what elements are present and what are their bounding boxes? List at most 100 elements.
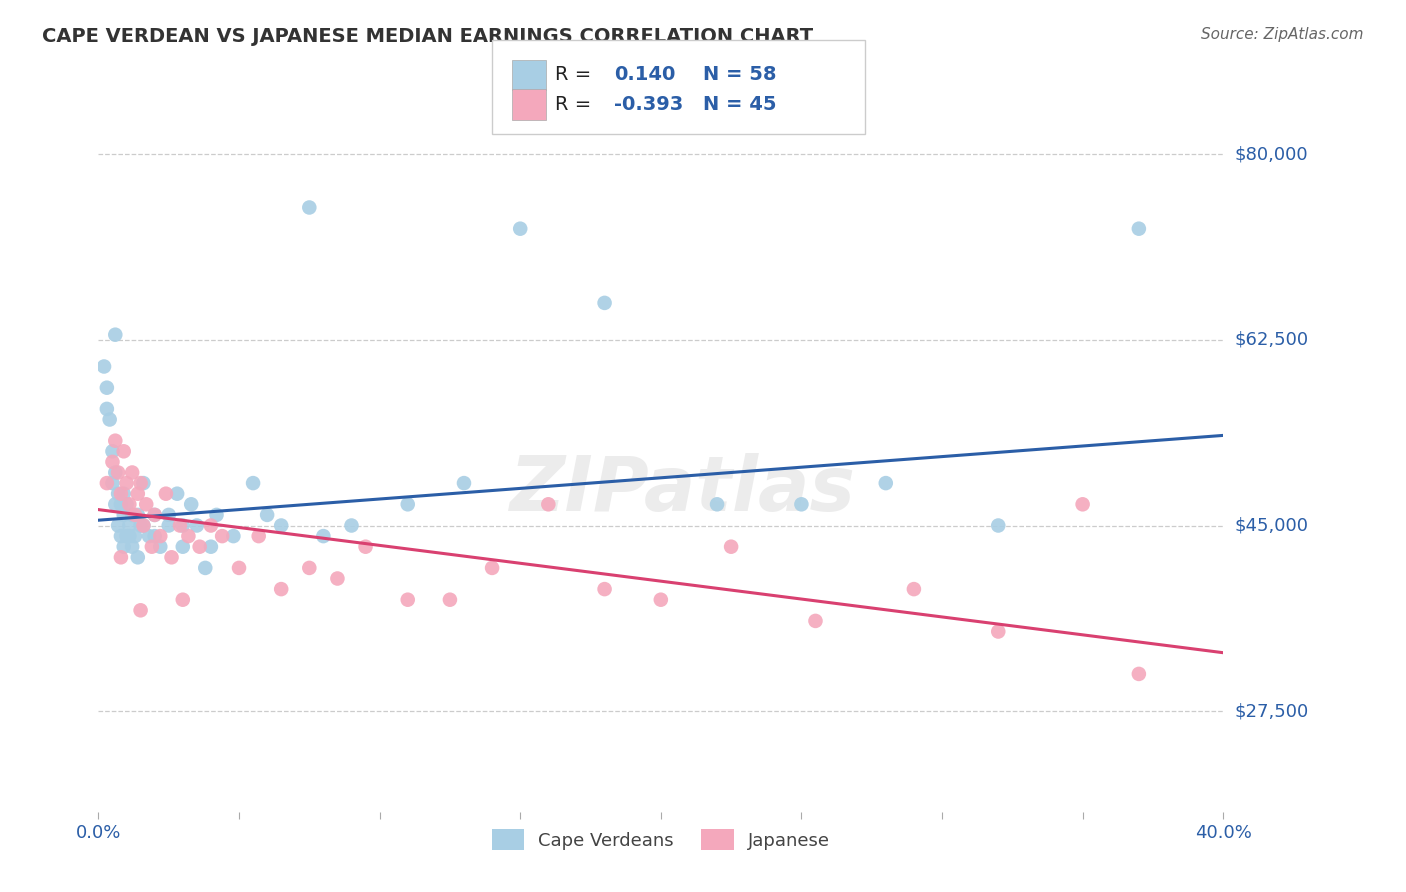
Point [180, 497, 202, 511]
Point [118, 529, 141, 543]
Point [149, 540, 172, 554]
Point [166, 486, 188, 500]
Point [247, 529, 270, 543]
Point [93, 359, 115, 374]
Point [101, 455, 124, 469]
Text: N = 45: N = 45 [703, 95, 776, 114]
Point [169, 518, 191, 533]
Point [96, 381, 118, 395]
Text: -0.393: -0.393 [614, 95, 683, 114]
Point [172, 592, 194, 607]
Point [481, 561, 503, 575]
Point [115, 529, 138, 543]
Point [112, 444, 135, 458]
Point [186, 518, 208, 533]
Point [157, 508, 180, 522]
Point [115, 476, 138, 491]
Point [790, 497, 813, 511]
Text: Source: ZipAtlas.com: Source: ZipAtlas.com [1201, 27, 1364, 42]
Point [98, 412, 121, 426]
Point [143, 529, 166, 543]
Point [177, 529, 200, 543]
Point [160, 550, 183, 565]
Point [104, 327, 127, 342]
Point [149, 529, 172, 543]
Text: CAPE VERDEAN VS JAPANESE MEDIAN EARNINGS CORRELATION CHART: CAPE VERDEAN VS JAPANESE MEDIAN EARNINGS… [42, 27, 813, 45]
Point [200, 518, 222, 533]
Point [593, 296, 616, 310]
Point [129, 603, 152, 617]
Text: R =: R = [555, 95, 598, 114]
Point [135, 497, 157, 511]
Point [222, 529, 245, 543]
Point [439, 592, 461, 607]
Point [340, 518, 363, 533]
Text: N = 58: N = 58 [703, 65, 776, 85]
Point [242, 476, 264, 491]
Point [256, 508, 278, 522]
Point [112, 508, 135, 522]
Point [706, 497, 728, 511]
Point [188, 540, 211, 554]
Point [903, 582, 925, 596]
Point [132, 476, 155, 491]
Point [312, 529, 335, 543]
Point [101, 476, 124, 491]
Point [298, 561, 321, 575]
Text: $27,500: $27,500 [1234, 702, 1309, 720]
Point [987, 518, 1010, 533]
Point [1128, 667, 1150, 681]
Point [132, 518, 155, 533]
Point [96, 401, 118, 416]
Point [118, 518, 141, 533]
Point [509, 221, 531, 235]
Point [453, 476, 475, 491]
Point [121, 540, 143, 554]
Point [211, 529, 233, 543]
Point [101, 444, 124, 458]
Point [110, 550, 132, 565]
Point [143, 508, 166, 522]
Point [270, 582, 292, 596]
Point [155, 486, 177, 500]
Point [129, 518, 152, 533]
Point [121, 466, 143, 480]
Point [124, 508, 146, 522]
Point [112, 540, 135, 554]
Point [354, 540, 377, 554]
Point [115, 497, 138, 511]
Point [804, 614, 827, 628]
Point [326, 572, 349, 586]
Text: $62,500: $62,500 [1234, 331, 1309, 349]
Point [200, 540, 222, 554]
Point [396, 592, 419, 607]
Point [107, 466, 129, 480]
Point [107, 486, 129, 500]
Point [124, 529, 146, 543]
Point [143, 508, 166, 522]
Point [228, 561, 250, 575]
Text: $45,000: $45,000 [1234, 516, 1309, 534]
Point [112, 486, 135, 500]
Point [110, 497, 132, 511]
Point [172, 518, 194, 533]
Point [172, 540, 194, 554]
Point [1071, 497, 1094, 511]
Text: ZIPatlas: ZIPatlas [510, 453, 856, 527]
Point [121, 508, 143, 522]
Point [1128, 221, 1150, 235]
Text: 0.140: 0.140 [614, 65, 676, 85]
Point [110, 486, 132, 500]
Point [110, 529, 132, 543]
Point [987, 624, 1010, 639]
Point [875, 476, 897, 491]
Point [650, 592, 672, 607]
Point [593, 582, 616, 596]
Point [157, 518, 180, 533]
Point [104, 466, 127, 480]
Point [298, 201, 321, 215]
Text: $80,000: $80,000 [1234, 145, 1308, 163]
Point [537, 497, 560, 511]
Point [129, 476, 152, 491]
Point [720, 540, 742, 554]
